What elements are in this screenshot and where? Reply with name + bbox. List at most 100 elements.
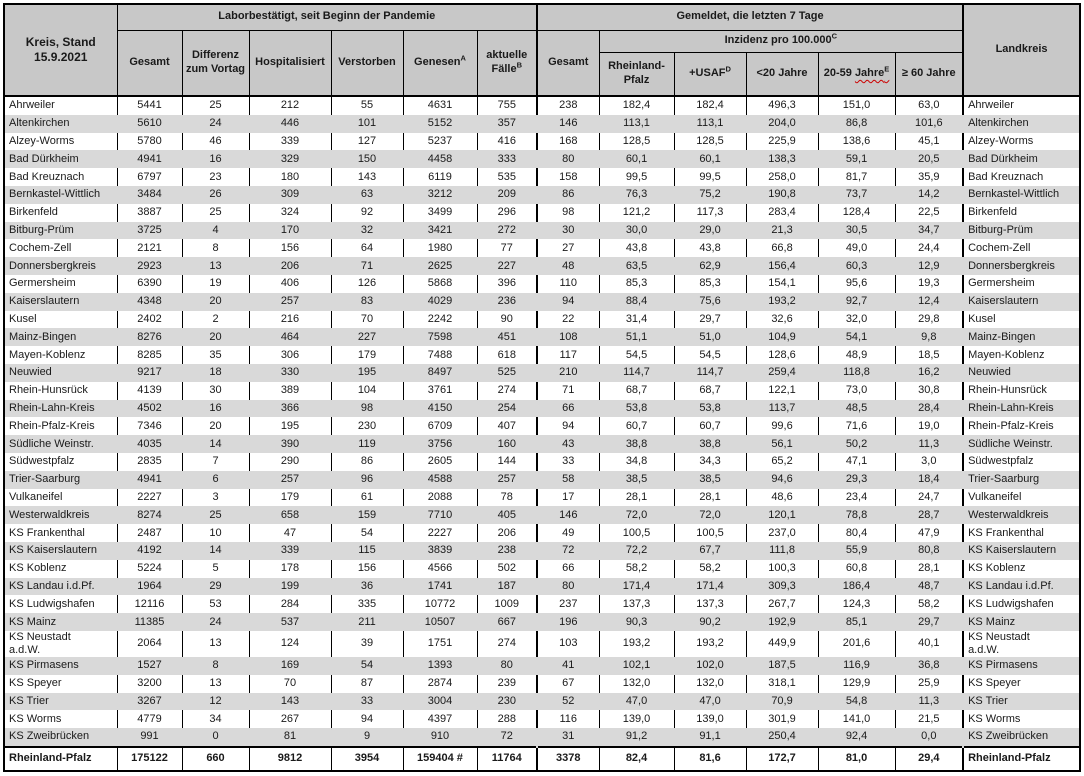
value-cell: 14 — [181, 435, 250, 453]
value-cell: 94,6 — [745, 470, 819, 489]
value-cell: 9 — [330, 728, 404, 747]
value-cell: 7346 — [116, 417, 183, 436]
landkreis-cell: Kusel — [962, 310, 1081, 329]
value-cell: 537 — [248, 613, 332, 631]
value-cell: 211 — [330, 613, 404, 631]
landkreis-cell: Bad Dürkheim — [962, 150, 1081, 169]
value-cell: 13 — [181, 257, 250, 275]
value-cell: 4192 — [116, 541, 183, 560]
table-row: Mainz-Bingen 8276 20 464 227 7598 451 108 51,1 51… — [3, 328, 1081, 347]
value-cell: 96 — [330, 470, 404, 489]
value-cell: 116 — [536, 710, 600, 729]
value-cell: 3839 — [402, 541, 478, 560]
value-cell: 257 — [248, 470, 332, 489]
value-cell: 16 — [181, 150, 250, 169]
table-row: Cochem-Zell 2121 8 156 64 1980 77 27 43,8 43,8 66,… — [3, 239, 1081, 258]
value-cell: 190,8 — [745, 185, 819, 204]
value-cell: 201,6 — [817, 630, 896, 657]
landkreis-cell: KS Landau i.d.Pf. — [962, 577, 1081, 596]
value-cell: 128,5 — [673, 132, 747, 151]
value-cell: 4 — [181, 221, 250, 240]
value-cell: 20,5 — [894, 150, 964, 169]
kreis-cell: Cochem-Zell — [3, 239, 118, 258]
value-cell: 67 — [536, 674, 600, 693]
value-cell: 124 — [248, 630, 332, 657]
value-cell: 98 — [330, 399, 404, 418]
value-cell: 186,4 — [817, 577, 896, 596]
value-cell: 4941 — [116, 150, 183, 169]
value-cell: 29,3 — [817, 470, 896, 489]
value-cell: 6390 — [116, 274, 183, 293]
value-cell: 40,1 — [894, 630, 964, 657]
kreis-cell: KS Koblenz — [3, 559, 118, 578]
table-row: Südwestpfalz 2835 7 290 86 2605 144 33 34,8 34,3 6… — [3, 452, 1081, 471]
value-cell: 30,0 — [598, 221, 675, 240]
value-cell: 193,2 — [598, 630, 675, 657]
value-cell: 324 — [248, 203, 332, 222]
value-cell: 339 — [248, 132, 332, 151]
value-cell: 85,3 — [673, 274, 747, 293]
value-cell: 18 — [181, 363, 250, 382]
col-header-20-59: 20-59 JahreE — [817, 51, 896, 97]
table-row: Alzey-Worms 5780 46 339 127 5237 416 168 128,5 12… — [3, 132, 1081, 151]
value-cell: 20 — [181, 328, 250, 347]
value-cell: 127 — [330, 132, 404, 151]
value-cell: 216 — [248, 310, 332, 329]
value-cell: 4502 — [116, 399, 183, 418]
value-cell: 54,1 — [817, 328, 896, 347]
value-cell: 329 — [248, 150, 332, 169]
value-cell: 64 — [330, 239, 404, 258]
value-cell: 168 — [536, 132, 600, 151]
col-header-gesamt: Gesamt — [116, 29, 183, 97]
table-row: KS Mainz 11385 24 537 211 10507 667 196 90,3 90,2… — [3, 613, 1081, 631]
value-cell: 99,5 — [598, 168, 675, 186]
kreis-cell: Südwestpfalz — [3, 452, 118, 471]
header-section-row: Kreis, Stand 15.9.2021 Laborbestätigt, s… — [3, 3, 1081, 97]
value-cell: 3756 — [402, 435, 478, 453]
value-cell: 119 — [330, 435, 404, 453]
landkreis-cell: Mainz-Bingen — [962, 328, 1081, 347]
value-cell: 43,8 — [673, 239, 747, 258]
footnote-marker-b: B — [516, 60, 523, 70]
value-cell: 192,9 — [745, 613, 819, 631]
value-cell: 60,1 — [673, 150, 747, 169]
value-cell: 83 — [330, 292, 404, 311]
value-cell: 296 — [476, 203, 538, 222]
value-cell: 14 — [181, 541, 250, 560]
value-cell: 137,3 — [673, 595, 747, 614]
col-header-unter-20: <20 Jahre — [745, 51, 819, 97]
value-cell: 23,4 — [817, 488, 896, 507]
value-cell: 24 — [181, 613, 250, 631]
table-row: KS Neustadt a.d.W. 2064 13 124 39 1751 274 103 1… — [3, 630, 1081, 657]
value-cell: 47,1 — [817, 452, 896, 471]
value-cell: 2605 — [402, 452, 478, 471]
value-cell: 36,8 — [894, 656, 964, 675]
value-cell: 2625 — [402, 257, 478, 275]
value-cell: 90,2 — [673, 613, 747, 631]
value-cell: 227 — [330, 328, 404, 347]
value-cell: 3761 — [402, 381, 478, 400]
value-cell: 48 — [536, 257, 600, 275]
value-cell: 4458 — [402, 150, 478, 169]
landkreis-header: Landkreis — [962, 3, 1081, 97]
value-cell: 2227 — [116, 488, 183, 507]
table-row: Donnersbergkreis 2923 13 206 71 2625 227 48 63,5… — [3, 257, 1081, 275]
value-cell: 464 — [248, 328, 332, 347]
value-cell: 88,4 — [598, 292, 675, 311]
value-cell: 80,8 — [894, 541, 964, 560]
kreis-cell: Südliche Weinstr. — [3, 435, 118, 453]
value-cell: 47 — [248, 524, 332, 542]
landkreis-cell: Birkenfeld — [962, 203, 1081, 222]
value-cell: 48,7 — [894, 577, 964, 596]
value-cell: 230 — [476, 692, 538, 711]
footnote-marker-a: A — [460, 53, 466, 63]
value-cell: 227 — [476, 257, 538, 275]
value-cell: 81 — [248, 728, 332, 747]
value-cell: 60,1 — [598, 150, 675, 169]
table-row: KS Landau i.d.Pf. 1964 29 199 36 1741 187 80 171… — [3, 577, 1081, 596]
value-cell: 59,1 — [817, 150, 896, 169]
value-cell: 128,4 — [817, 203, 896, 222]
value-cell: 1741 — [402, 577, 478, 596]
value-cell: 451 — [476, 328, 538, 347]
value-cell: 38,8 — [598, 435, 675, 453]
